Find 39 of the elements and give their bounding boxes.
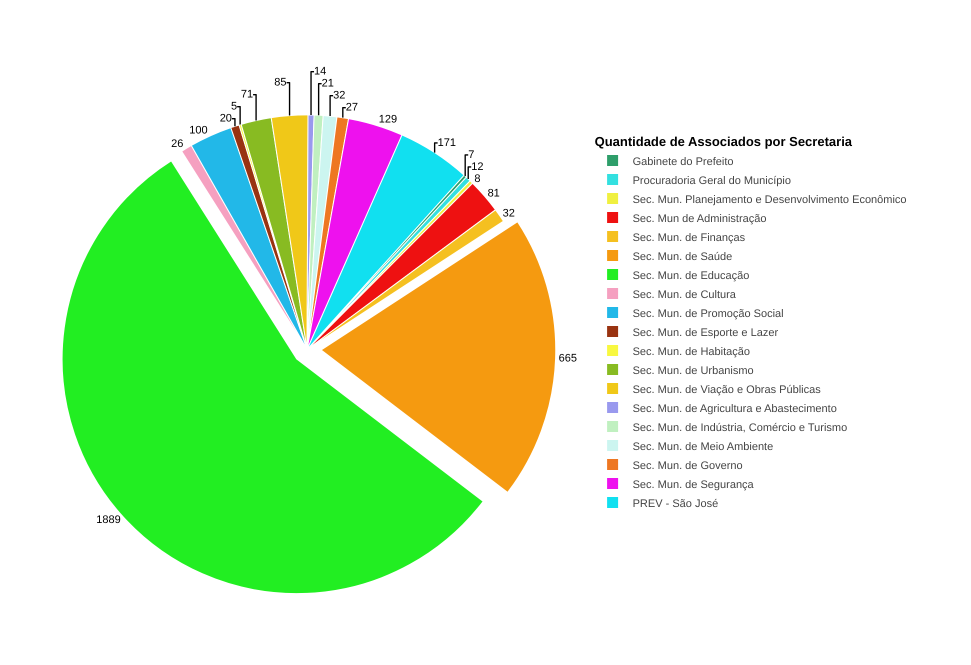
data-label: 71 xyxy=(240,88,254,101)
data-label: 21 xyxy=(322,78,334,90)
legend-label: Sec. Mun. de Esporte e Lazer xyxy=(632,326,778,339)
legend-label: Sec. Mun. de Governo xyxy=(632,460,743,472)
legend-label: Sec. Mun de Administração xyxy=(632,212,767,225)
data-label: 5 xyxy=(231,100,238,113)
data-label: 81 xyxy=(488,188,500,200)
data-label: 26 xyxy=(171,138,184,150)
data-label: 100 xyxy=(189,124,208,137)
legend-label: PREV - São José xyxy=(632,498,718,510)
legend-label: Gabinete do Prefeito xyxy=(632,156,734,168)
legend-label: Procuradoria Geral do Município xyxy=(632,174,791,187)
data-label: 27 xyxy=(346,102,358,114)
legend-label: Sec. Mun. de Cultura xyxy=(632,288,737,301)
data-label: 14 xyxy=(314,66,326,78)
legend-label: Sec. Mun. de Promoção Social xyxy=(632,308,784,320)
legend-title: Quantidade de Associados por Secretaria xyxy=(594,134,853,149)
data-label: 1889 xyxy=(96,514,121,526)
legend-label: Sec. Mun. Planejamento e Desenvolvimento Econômico xyxy=(632,194,907,206)
legend-label: Sec. Mun. de Agricultura e Abastecimento xyxy=(632,402,837,415)
data-label: 8 xyxy=(474,172,480,185)
legend-label: Sec. Mun. de Educação xyxy=(632,270,750,282)
legend-label: Sec. Mun. de Viação e Obras Públicas xyxy=(632,384,822,396)
legend-label: Sec. Mun. de Urbanismo xyxy=(632,364,754,377)
data-label: 12 xyxy=(471,160,484,173)
data-label: 7 xyxy=(468,148,474,161)
data-label: 85 xyxy=(274,76,287,89)
legend-label: Sec. Mun. de Indústria, Comércio e Turismo xyxy=(632,422,848,434)
data-label: 129 xyxy=(378,114,398,126)
legend-label: Sec. Mun. de Segurança xyxy=(632,478,755,491)
data-label: 32 xyxy=(333,90,346,102)
data-label: 665 xyxy=(558,352,577,365)
data-label: 171 xyxy=(438,136,456,149)
legend-label: Sec. Mun. de Meio Ambiente xyxy=(632,440,774,453)
data-label: 20 xyxy=(220,112,232,125)
data-label: 32 xyxy=(502,207,515,220)
legend-label: Sec. Mun. de Habitação xyxy=(632,346,750,358)
legend-label: Sec. Mun. de Finanças xyxy=(632,232,746,244)
legend-label: Sec. Mun. de Saúde xyxy=(632,250,732,263)
